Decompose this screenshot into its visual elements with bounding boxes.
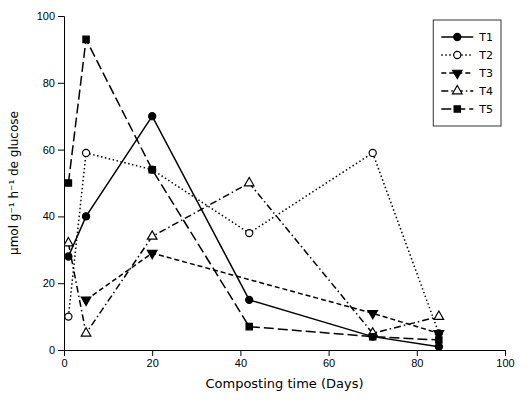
legend-marker (454, 33, 461, 40)
data-point (83, 36, 89, 42)
tick-mark (58, 150, 64, 151)
tick-mark (329, 350, 330, 356)
y-axis: 0 20 40 60 80 100 (37, 10, 65, 356)
data-point (149, 113, 156, 120)
x-axis-title: Composting time (Days) (205, 376, 363, 391)
axis-line (65, 351, 506, 357)
tick-mark (58, 283, 64, 284)
tick-mark (240, 350, 241, 356)
tick-label: 20 (147, 357, 159, 369)
data-point (368, 310, 378, 318)
data-point (246, 323, 252, 329)
tick: 40 (235, 350, 247, 369)
legend-label: T2 (478, 49, 493, 62)
data-point (65, 180, 71, 186)
tick-mark (505, 350, 506, 356)
legend-label: T3 (478, 67, 493, 80)
axis-line (58, 17, 65, 351)
tick-mark (58, 16, 64, 17)
data-point (436, 337, 442, 343)
data-point (81, 328, 91, 336)
tick-label: 100 (37, 10, 55, 22)
chart: 0 20 40 60 80 100 0 20 40 60 80 100 T1 T2 T3 T4 T5 Compos… (0, 0, 525, 400)
series-line (86, 253, 439, 333)
data-point (149, 166, 155, 172)
legend-label: T5 (478, 103, 493, 116)
legend-marker (452, 70, 462, 78)
tick-label: 100 (496, 357, 514, 369)
legend-entry: T3 (441, 67, 493, 80)
y-axis-title: μmol g⁻¹ h⁻¹ de glucose (7, 111, 21, 255)
tick-label: 80 (43, 77, 55, 89)
plot: 0 20 40 60 80 100 0 20 40 60 80 100 T1 T2 T3 T4 T5 (37, 10, 515, 369)
tick: 60 (43, 144, 64, 156)
legend: T1 T2 T3 T4 T5 (433, 20, 501, 126)
tick: 100 (37, 10, 64, 22)
data-point (369, 333, 376, 340)
tick: 0 (49, 344, 64, 356)
data-point (244, 177, 254, 185)
tick: 60 (323, 350, 335, 369)
series-line (68, 183, 438, 333)
data-point (81, 297, 91, 305)
tick-label: 0 (61, 357, 67, 369)
legend-entry: T1 (441, 31, 493, 44)
data-point (370, 333, 376, 339)
legend-label: T4 (478, 85, 493, 98)
data-point (434, 311, 444, 319)
legend-entry: T2 (441, 49, 493, 62)
legend-box (433, 20, 501, 126)
data-point (65, 313, 72, 320)
data-point (64, 238, 73, 246)
tick-label: 0 (49, 344, 55, 356)
legend-entry: T4 (441, 85, 493, 98)
tick: 80 (43, 77, 64, 89)
data-point (147, 231, 157, 239)
data-point (82, 149, 89, 156)
tick: 40 (43, 210, 64, 222)
data-point (147, 250, 157, 258)
tick-label: 40 (43, 210, 55, 222)
tick: 100 (496, 350, 514, 369)
tick-mark (58, 83, 64, 84)
tick-mark (417, 350, 418, 356)
legend-marker (454, 106, 460, 112)
legend-entry: T5 (441, 103, 493, 116)
tick-mark (152, 350, 153, 356)
series-group (64, 36, 444, 350)
data-point (369, 149, 376, 156)
series-line (68, 116, 438, 346)
tick-label: 60 (323, 357, 335, 369)
legend-marker (454, 51, 461, 58)
data-point (246, 230, 253, 237)
tick-mark (58, 350, 64, 351)
tick-label: 40 (235, 357, 247, 369)
tick: 20 (43, 277, 64, 289)
legend-marker (452, 85, 462, 93)
data-point (246, 296, 253, 303)
tick: 0 (61, 350, 67, 369)
data-point (435, 343, 442, 350)
legend-label: T1 (478, 31, 493, 44)
tick-mark (58, 216, 64, 217)
series-line (68, 39, 438, 340)
data-point (149, 166, 156, 173)
data-point (82, 213, 89, 220)
x-axis: 0 20 40 60 80 100 (61, 350, 514, 369)
tick-label: 80 (411, 357, 423, 369)
series-line (68, 153, 438, 333)
tick: 20 (147, 350, 159, 369)
tick: 80 (411, 350, 423, 369)
tick-label: 60 (43, 144, 55, 156)
tick-label: 20 (43, 277, 55, 289)
